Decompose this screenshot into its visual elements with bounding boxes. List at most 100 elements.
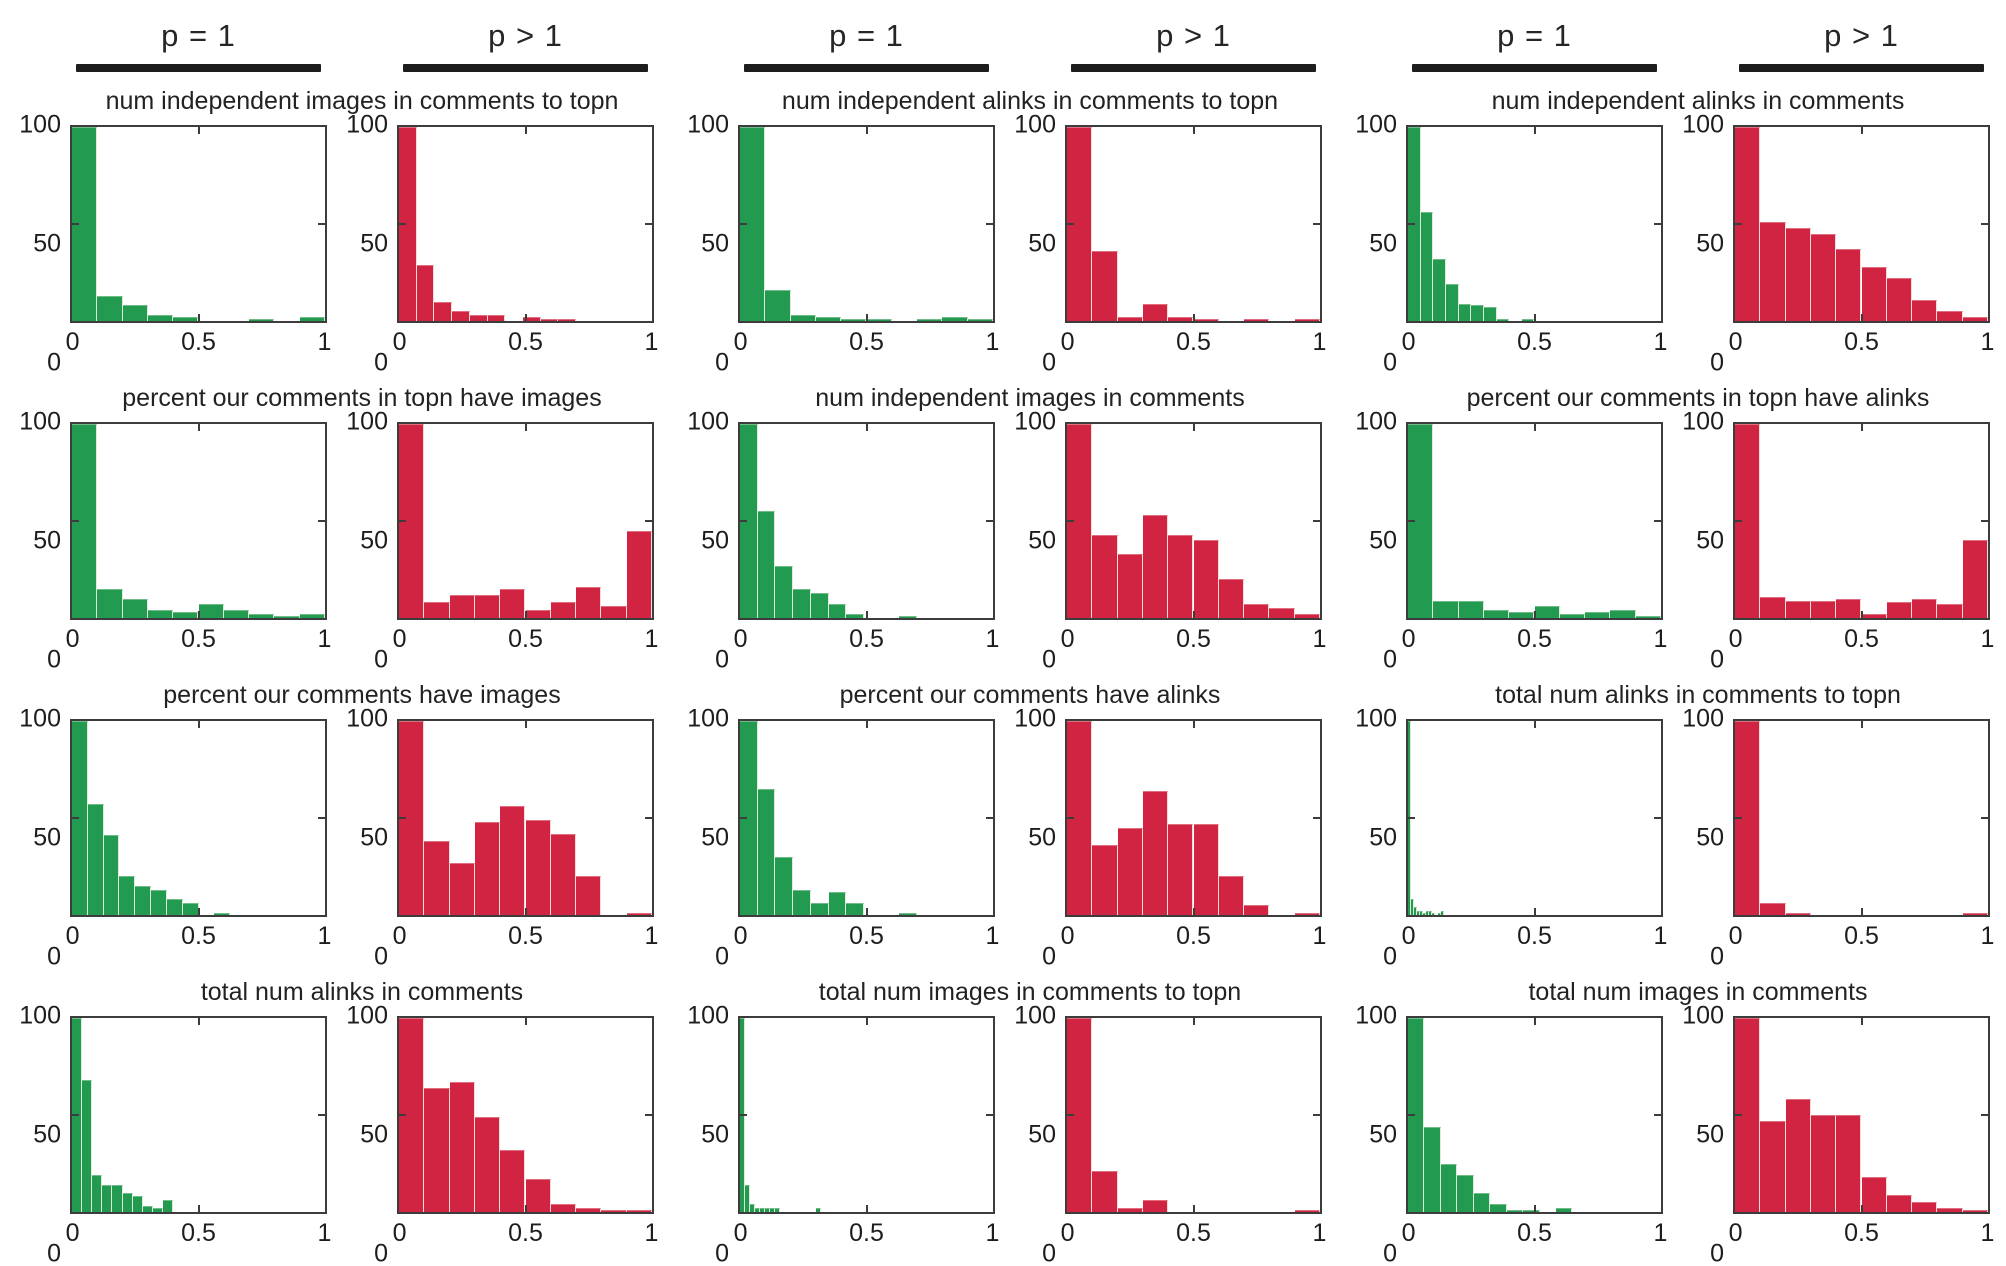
x-tick-label-1: 1 (985, 625, 1000, 653)
axis-tick (740, 223, 747, 225)
y-tick-label-50: 50 (360, 1120, 388, 1149)
histogram-bar (449, 594, 475, 618)
axis-tick (197, 1018, 200, 1025)
y-tick-label-100: 100 (1014, 407, 1056, 436)
y-axis-labels: 100 50 0 (14, 705, 70, 971)
x-tick-label-0-5: 0.5 (1176, 328, 1211, 356)
y-tick-label-100: 100 (1682, 1001, 1724, 1030)
y-tick-label-50: 50 (701, 229, 729, 258)
y-tick-label-0: 0 (1042, 645, 1056, 674)
y-axis-labels: 100 50 0 (1009, 408, 1065, 674)
histogram-bar (1483, 307, 1497, 321)
plot-area (738, 719, 995, 917)
x-tick-label-0-5: 0.5 (181, 922, 216, 950)
histogram-bar (750, 1204, 756, 1212)
axis-tick (197, 908, 200, 915)
plot-area (397, 1016, 654, 1214)
histogram-pair: p = 1 p > 1 num independent alinks in co… (682, 14, 1326, 377)
y-tick-label-50: 50 (1028, 823, 1056, 852)
plot-column: 0 0.5 1 (393, 1016, 658, 1254)
axis-tick (197, 314, 200, 321)
plot-column: 0 0.5 1 (66, 125, 331, 363)
histogram-bar (299, 614, 325, 618)
x-tick-label-1: 1 (1312, 328, 1327, 356)
axis-tick (865, 1205, 868, 1212)
axis-tick (1860, 908, 1863, 915)
histogram-bar (424, 602, 450, 618)
histogram-bar (1912, 1202, 1938, 1212)
axis-tick (318, 223, 325, 225)
histogram-bar (917, 319, 943, 321)
y-axis-labels: 100 50 0 (1677, 408, 1733, 674)
y-tick-label-50: 50 (701, 823, 729, 852)
histogram-bar (1962, 913, 1988, 915)
histogram-bar (416, 264, 435, 321)
y-tick-label-100: 100 (1355, 407, 1397, 436)
axis-tick (1533, 611, 1536, 618)
histogram-bar (97, 295, 123, 321)
histogram-bar (740, 424, 758, 618)
x-tick-label-0: 0 (733, 922, 748, 950)
plot-area (397, 125, 654, 323)
axis-tick (1192, 611, 1195, 618)
axis-tick (1192, 908, 1195, 915)
p-greater-1-header: p > 1 (1677, 16, 1990, 72)
histogram-bar (1886, 602, 1913, 618)
histogram-bar (899, 913, 918, 915)
y-tick-label-50: 50 (1369, 823, 1397, 852)
x-tick-label-0-5: 0.5 (1176, 922, 1211, 950)
plot-area (1065, 1016, 1322, 1214)
plot-area (738, 1016, 995, 1214)
axis-tick (1192, 127, 1195, 134)
plot-column: 0 0.5 1 (734, 125, 999, 363)
y-tick-label-100: 100 (687, 1001, 729, 1030)
x-tick-label-1: 1 (317, 328, 332, 356)
histogram-bar (815, 317, 842, 321)
x-tick-label-1: 1 (1980, 1219, 1995, 1247)
x-axis-labels: 0 0.5 1 (66, 620, 332, 660)
pair-plots: 100 50 0 0 0.5 1 100 50 0 (14, 1002, 658, 1266)
plot-column: 0 0.5 1 (1402, 1016, 1667, 1254)
x-tick-label-1: 1 (1312, 625, 1327, 653)
plot-column: 0 0.5 1 (66, 719, 331, 957)
y-tick-label-0: 0 (1383, 645, 1397, 674)
x-tick-label-1: 1 (644, 625, 659, 653)
histogram-bar (1432, 913, 1436, 915)
pair-plots: 100 50 0 0 0.5 1 100 50 0 (14, 408, 658, 674)
histogram-bar (182, 903, 199, 915)
histogram-bar (1760, 1120, 1786, 1212)
x-axis-labels: 0 0.5 1 (1402, 323, 1668, 363)
y-tick-label-0: 0 (1383, 348, 1397, 377)
histogram-pgt1: 100 50 0 0 0.5 1 (1009, 111, 1326, 377)
histogram-bar (1092, 534, 1118, 618)
y-tick-label-0: 0 (1710, 645, 1724, 674)
pair-title: num independent alinks in comments (1491, 87, 1905, 115)
axis-tick (524, 908, 527, 915)
y-axis-labels: 100 50 0 (1009, 705, 1065, 971)
histogram-p1: 100 50 0 0 0.5 1 (682, 408, 1000, 674)
x-tick-label-0: 0 (65, 328, 80, 356)
plot-area (1065, 125, 1322, 323)
histogram-bar (790, 315, 816, 321)
histogram-bar (1458, 303, 1472, 321)
histogram-bar (1483, 610, 1510, 618)
histogram-pair: p = 1 p > 1 num independent images in co… (682, 375, 1326, 674)
x-tick-label-1: 1 (1653, 1219, 1668, 1247)
plot-column: 0 0.5 1 (393, 125, 658, 363)
axis-tick (1408, 1114, 1415, 1116)
y-axis-labels: 100 50 0 (682, 111, 738, 377)
histogram-bar (775, 565, 794, 618)
histogram-bar (1785, 600, 1811, 618)
y-tick-label-0: 0 (715, 942, 729, 971)
axis-tick (1735, 520, 1742, 522)
x-axis-labels: 0 0.5 1 (734, 620, 1000, 660)
axis-tick (1981, 1114, 1988, 1116)
header-underline-bar (744, 64, 989, 72)
x-tick-label-0-5: 0.5 (1844, 1219, 1879, 1247)
histogram-bar (1785, 913, 1811, 915)
axis-tick (645, 817, 652, 819)
plot-column: 0 0.5 1 (1729, 719, 1994, 957)
histogram-p1: 100 50 0 0 0.5 1 (682, 705, 999, 971)
histogram-bar (122, 598, 148, 618)
x-tick-label-0: 0 (1401, 1219, 1416, 1247)
